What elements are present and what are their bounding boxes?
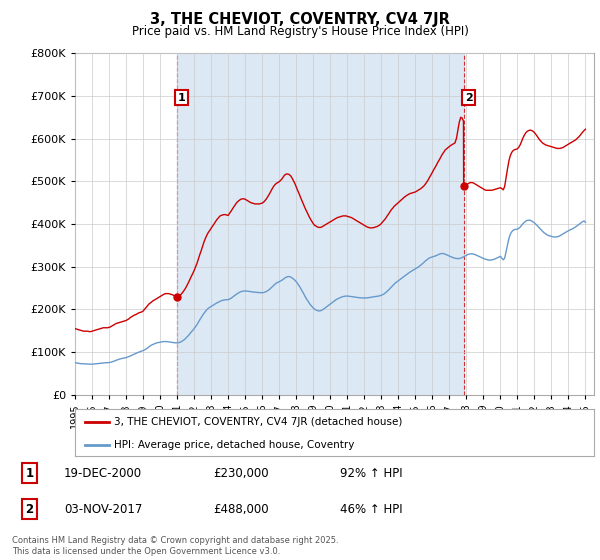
- Text: 03-NOV-2017: 03-NOV-2017: [64, 503, 142, 516]
- Text: £230,000: £230,000: [214, 467, 269, 480]
- Text: 19-DEC-2000: 19-DEC-2000: [64, 467, 142, 480]
- Text: 2: 2: [25, 503, 34, 516]
- Text: 1: 1: [25, 467, 34, 480]
- Text: 92% ↑ HPI: 92% ↑ HPI: [340, 467, 403, 480]
- Text: £488,000: £488,000: [214, 503, 269, 516]
- Bar: [176, 53, 464, 395]
- Text: Contains HM Land Registry data © Crown copyright and database right 2025.
This d: Contains HM Land Registry data © Crown c…: [12, 536, 338, 556]
- Text: 46% ↑ HPI: 46% ↑ HPI: [340, 503, 403, 516]
- Text: Price paid vs. HM Land Registry's House Price Index (HPI): Price paid vs. HM Land Registry's House …: [131, 25, 469, 38]
- Text: 3, THE CHEVIOT, COVENTRY, CV4 7JR: 3, THE CHEVIOT, COVENTRY, CV4 7JR: [150, 12, 450, 27]
- Text: 3, THE CHEVIOT, COVENTRY, CV4 7JR (detached house): 3, THE CHEVIOT, COVENTRY, CV4 7JR (detac…: [114, 417, 403, 427]
- Text: 2: 2: [465, 92, 473, 102]
- Text: 1: 1: [178, 92, 185, 102]
- Text: HPI: Average price, detached house, Coventry: HPI: Average price, detached house, Cove…: [114, 440, 354, 450]
